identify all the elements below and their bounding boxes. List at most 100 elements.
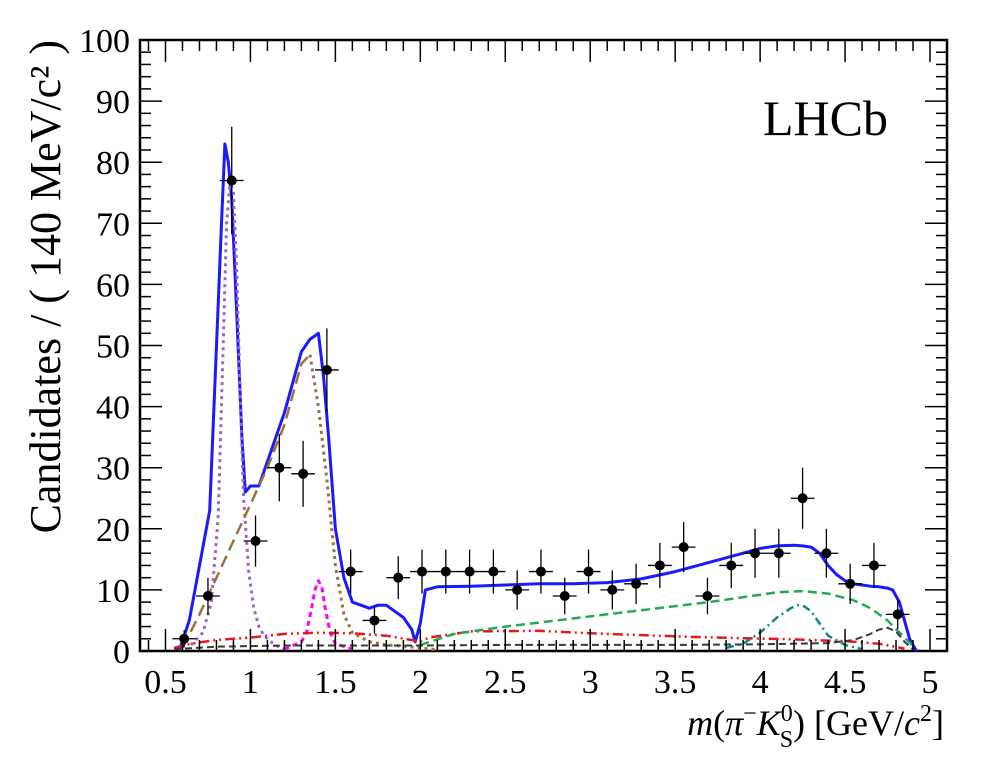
point-marker xyxy=(797,493,808,504)
point-marker xyxy=(393,572,404,583)
point-marker xyxy=(179,633,190,644)
x-tick-label: 1.5 xyxy=(314,664,357,701)
data-point xyxy=(885,599,910,630)
data-point xyxy=(552,577,577,615)
y-tick-label: 60 xyxy=(96,267,130,304)
x-tick-label: 5 xyxy=(922,664,939,701)
fit-curve-1 xyxy=(189,179,286,651)
point-marker xyxy=(488,566,499,577)
x-tick-label: 3 xyxy=(582,664,599,701)
point-marker xyxy=(298,468,309,479)
y-tick-label: 20 xyxy=(96,512,130,549)
point-marker xyxy=(369,615,380,626)
fit-curve-4 xyxy=(283,579,353,651)
data-point xyxy=(481,549,506,594)
point-marker xyxy=(417,566,428,577)
data-point xyxy=(314,328,339,412)
data-point xyxy=(219,126,244,235)
point-marker xyxy=(535,566,546,577)
axis-ticks xyxy=(140,39,948,652)
data-point xyxy=(291,440,315,507)
data-point xyxy=(338,549,363,594)
data-point xyxy=(457,549,482,594)
y-tick-labels: 0 10 20 30 40 50 60 70 80 90 100 xyxy=(79,23,130,671)
y-tick-label: 0 xyxy=(113,634,130,671)
x-tick-label: 2 xyxy=(412,664,429,701)
y-tick-label: 80 xyxy=(96,145,130,182)
data-point xyxy=(719,542,744,589)
point-marker xyxy=(631,578,642,589)
data-point xyxy=(267,434,292,502)
data-point xyxy=(862,542,886,589)
point-marker xyxy=(250,536,261,547)
x-tick-label: 2.5 xyxy=(484,664,527,701)
data-point xyxy=(671,522,696,573)
data-point xyxy=(529,549,553,594)
y-tick-label: 100 xyxy=(79,23,130,60)
x-axis-label: m(π−K0 S) [GeV/c2] xyxy=(687,701,944,753)
point-marker xyxy=(868,560,879,571)
fit-curve-5 xyxy=(173,629,905,650)
data-point xyxy=(505,570,530,610)
data-point xyxy=(624,563,648,604)
fit-curve-3 xyxy=(308,354,438,652)
x-tick-label: 1 xyxy=(242,664,259,701)
point-marker xyxy=(464,566,475,577)
data-point xyxy=(814,528,839,578)
point-marker xyxy=(512,584,523,595)
x-tick-label: 4.5 xyxy=(824,664,867,701)
data-point xyxy=(838,563,863,604)
fit-curve-6 xyxy=(419,589,914,647)
point-marker xyxy=(726,560,737,571)
point-marker xyxy=(345,566,356,577)
data-point xyxy=(790,467,815,529)
data-point xyxy=(196,577,220,615)
point-marker xyxy=(607,584,618,595)
x-tick-label: 0.5 xyxy=(144,664,187,701)
data-point xyxy=(362,607,387,634)
y-tick-label: 30 xyxy=(96,451,130,488)
point-marker xyxy=(274,462,285,473)
point-marker xyxy=(702,591,713,602)
point-marker xyxy=(583,566,594,577)
fit-curve-0 xyxy=(177,142,918,652)
y-axis-label: Candidates / ( 140 MeV/c² ) xyxy=(21,40,70,533)
y-tick-label: 40 xyxy=(96,390,130,427)
data-points xyxy=(172,126,910,648)
fit-curves xyxy=(173,142,918,652)
fit-curve-2 xyxy=(181,353,311,649)
point-marker xyxy=(750,548,761,559)
y-tick-label: 50 xyxy=(96,329,130,366)
data-point xyxy=(743,528,767,578)
data-point xyxy=(695,577,720,615)
point-marker xyxy=(821,548,832,559)
point-marker xyxy=(654,560,665,571)
y-tick-label: 10 xyxy=(96,573,130,610)
data-point xyxy=(600,570,625,610)
data-point xyxy=(410,549,434,594)
fit-curve-7 xyxy=(725,603,863,651)
y-tick-label: 70 xyxy=(96,206,130,243)
data-point xyxy=(647,542,672,589)
x-tick-label: 3.5 xyxy=(654,664,697,701)
data-point xyxy=(576,549,601,594)
point-marker xyxy=(845,578,856,589)
point-marker xyxy=(321,364,332,375)
point-marker xyxy=(892,609,903,620)
data-point xyxy=(766,528,791,578)
x-tick-labels: 0.5 1 1.5 2 2.5 3 3.5 4 4.5 5 xyxy=(144,664,938,701)
data-point xyxy=(433,549,458,594)
y-tick-label: 90 xyxy=(96,84,130,121)
point-marker xyxy=(202,591,213,602)
data-point xyxy=(386,556,411,600)
point-marker xyxy=(678,542,689,553)
point-marker xyxy=(559,591,570,602)
x-tick-label: 4 xyxy=(752,664,769,701)
point-marker xyxy=(773,548,784,559)
experiment-label: LHCb xyxy=(763,90,888,146)
data-point xyxy=(243,515,268,567)
data-point xyxy=(172,630,197,648)
point-marker xyxy=(440,566,451,577)
point-marker xyxy=(226,175,237,186)
